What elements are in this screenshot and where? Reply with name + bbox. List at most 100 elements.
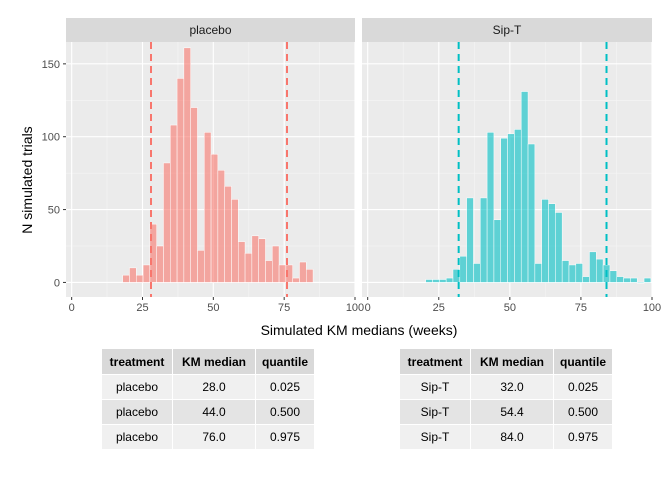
histogram-bar [520,91,529,283]
cell-km-median: 54.4 [470,399,554,425]
histogram-bar [445,277,454,283]
histogram-bar [136,274,144,283]
table-header-row: treatment KM median quantile [102,349,316,375]
header-quantile: quantile [553,349,614,375]
facet-strip-label: Sip-T [493,23,522,37]
cell-quantile: 0.500 [255,399,316,425]
histogram-bar [265,260,273,283]
histogram-bar [432,279,440,283]
histogram-bar [589,251,597,283]
histogram-bar [507,133,515,283]
table-row: placebo 76.0 0.975 [102,424,316,449]
cell-km-median: 32.0 [470,374,554,400]
histogram-bar [500,137,508,283]
histogram-bar [190,107,198,283]
histogram-bar [278,264,287,283]
cell-quantile: 0.975 [255,424,316,449]
histogram-bar [244,253,253,283]
histogram-bar [231,199,239,283]
header-km-median: KM median [172,349,256,375]
histogram-bar [183,47,191,283]
histogram-bar [534,263,542,283]
quantile-table-sip-t: treatment KM median quantile Sip-T 32.0 … [400,349,614,449]
histogram-bar [272,245,280,283]
histogram-bar [425,279,433,283]
header-quantile: quantile [255,349,316,375]
histogram-bar [636,282,645,284]
histogram-bar [129,267,137,283]
table-row: Sip-T 32.0 0.025 [400,374,614,400]
x-tick-label: 25 [433,302,445,314]
histogram-bar [217,169,225,283]
header-treatment: treatment [400,349,471,375]
facet-panel-placebo: placebo 0 25 50 75 100 0 50 100 150 [42,18,364,314]
y-tick-label: 100 [42,132,60,144]
header-treatment: treatment [102,349,173,375]
histogram-bar [204,132,212,283]
header-km-median: KM median [470,349,554,375]
histogram-bar [493,219,501,283]
histogram-bar [176,78,185,283]
histogram-bar [480,197,488,283]
cell-treatment: placebo [102,424,173,449]
facet-strip [362,18,652,42]
histogram-bar [555,212,563,283]
cell-treatment: Sip-T [400,374,471,400]
cell-treatment: Sip-T [400,424,471,449]
histogram-bar [575,263,583,283]
cell-quantile: 0.975 [553,424,614,449]
histogram-bar [548,203,556,283]
histogram-bar [459,255,467,283]
histogram-bar [163,162,171,283]
cell-treatment: placebo [102,399,173,425]
histogram-bar [514,129,522,283]
y-tick-label: 150 [42,59,60,71]
x-tick-label: 0 [365,302,371,314]
cell-km-median: 44.0 [172,399,256,425]
histogram-bar [541,199,549,283]
table-header-row: treatment KM median quantile [400,349,614,375]
histogram-bar [122,274,130,283]
histogram-bar [292,277,300,283]
histogram-bar [630,277,638,283]
x-tick-label: 75 [575,302,587,314]
x-tick-label: 75 [278,302,290,314]
cell-km-median: 28.0 [172,374,256,400]
facet-strip [66,18,355,42]
x-tick-label: 50 [207,302,219,314]
histogram-bar [210,153,219,283]
table-row: placebo 28.0 0.025 [102,374,316,400]
facet-panel-sip-t: Sip-T 0 25 50 75 100 [362,18,661,314]
cell-km-median: 84.0 [470,424,554,449]
histogram-bar [466,197,474,283]
cell-quantile: 0.500 [553,399,614,425]
histogram-bar [561,260,570,283]
histogram-bar [299,261,307,283]
table-row: placebo 44.0 0.500 [102,399,316,425]
histogram-bar [582,276,590,283]
table-row: Sip-T 54.4 0.500 [400,399,614,425]
cell-km-median: 76.0 [172,424,256,449]
y-axis-label: N simulated trials [19,126,35,233]
x-tick-label: 0 [69,302,75,314]
histogram-bar [306,269,314,283]
histogram-bar [251,235,259,283]
cell-treatment: Sip-T [400,399,471,425]
histogram-bar [258,238,266,283]
histogram-bar [170,124,178,283]
histogram-bar [238,241,246,283]
histogram-bar [224,186,232,283]
histogram-bar [527,143,536,283]
histogram-bar [623,277,631,283]
table-row: Sip-T 84.0 0.975 [400,424,614,449]
histogram-bar [486,132,495,283]
histogram-bar [616,276,624,283]
histogram-chart: placebo 0 25 50 75 100 0 50 100 150 Sip-T 0 25 50 75 10… [19,18,661,338]
histogram-bar [439,279,447,283]
histogram-bar [596,258,604,283]
histogram-bar [197,250,205,283]
x-tick-label: 50 [504,302,516,314]
x-axis-label: Simulated KM medians (weeks) [261,322,458,338]
cell-quantile: 0.025 [255,374,316,400]
